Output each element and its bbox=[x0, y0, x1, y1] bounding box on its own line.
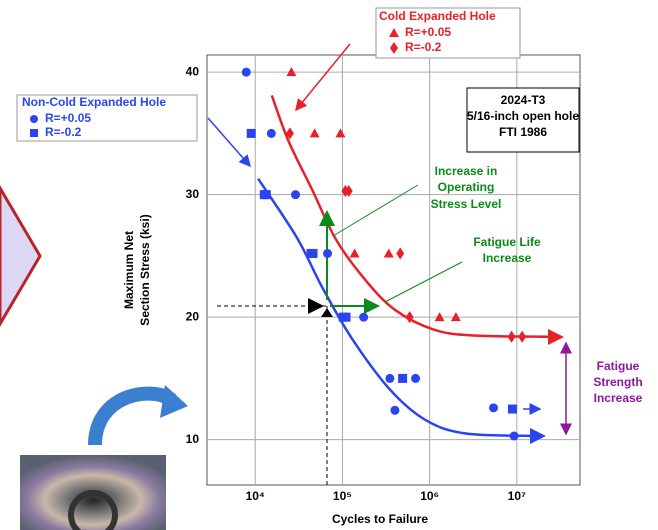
legend-blue bbox=[16, 94, 198, 142]
x-tick-label: 10⁷ bbox=[508, 489, 526, 503]
decor-shape bbox=[0, 185, 42, 327]
point bbox=[507, 404, 517, 414]
point bbox=[344, 184, 353, 197]
pointer bbox=[332, 184, 419, 237]
point bbox=[509, 431, 519, 441]
legend-entry: R=+0.05 bbox=[405, 25, 451, 39]
point bbox=[434, 312, 445, 322]
x-tick-label: 10⁴ bbox=[246, 489, 265, 503]
annotation: Increase bbox=[483, 251, 532, 265]
point bbox=[349, 248, 360, 258]
legend-symbol bbox=[30, 115, 38, 123]
x-tick-label: 10⁶ bbox=[420, 489, 439, 503]
annotation: Fatigue Life bbox=[473, 235, 541, 249]
pointer bbox=[295, 43, 351, 112]
point bbox=[488, 403, 498, 413]
pointer bbox=[384, 261, 463, 303]
point bbox=[241, 67, 251, 77]
annotation: Increase in bbox=[435, 164, 498, 178]
point bbox=[308, 248, 318, 258]
point bbox=[396, 247, 405, 260]
decor-arrow bbox=[88, 386, 176, 446]
pointer bbox=[207, 117, 251, 168]
annotation: Strength bbox=[593, 375, 642, 389]
ref-marker bbox=[321, 308, 333, 317]
annotation: Fatigue bbox=[597, 359, 640, 373]
point bbox=[385, 373, 395, 383]
hole-ring bbox=[68, 490, 118, 530]
point bbox=[309, 128, 320, 138]
y-tick-label: 10 bbox=[186, 432, 200, 446]
point bbox=[291, 190, 301, 200]
y-tick-label: 20 bbox=[186, 309, 200, 323]
y-tick-label: 30 bbox=[186, 187, 200, 201]
decor-arrow-head bbox=[160, 385, 188, 418]
legend-symbol bbox=[390, 42, 398, 54]
point bbox=[450, 312, 461, 322]
legend-entry: R=-0.2 bbox=[405, 40, 442, 54]
x-axis-label: Cycles to Failure bbox=[332, 512, 428, 526]
annotation: Operating bbox=[438, 180, 495, 194]
point bbox=[341, 312, 351, 322]
point bbox=[286, 67, 297, 77]
legend-title: Non-Cold Expanded Hole bbox=[22, 95, 166, 109]
point bbox=[390, 405, 400, 415]
point bbox=[335, 128, 346, 138]
point bbox=[383, 248, 394, 258]
y-axis-label: Section Stress (ksi) bbox=[138, 214, 152, 325]
legend-symbol bbox=[389, 28, 399, 37]
fit-curve bbox=[270, 94, 554, 339]
point bbox=[507, 330, 516, 343]
y-axis-label: Maximum Net bbox=[122, 231, 136, 309]
fit-curve bbox=[257, 178, 537, 438]
annotation: Increase bbox=[594, 391, 643, 405]
point bbox=[323, 248, 333, 258]
point bbox=[246, 128, 256, 138]
point bbox=[405, 311, 414, 324]
point bbox=[261, 190, 271, 200]
legend-symbol bbox=[30, 129, 38, 137]
point bbox=[285, 127, 294, 140]
y-tick-label: 40 bbox=[186, 64, 200, 78]
info-text: 5/16-inch open hole bbox=[467, 109, 579, 123]
point bbox=[266, 128, 276, 138]
legend-entry: R=+0.05 bbox=[45, 111, 91, 125]
info-text: FTI 1986 bbox=[499, 125, 547, 139]
legend-title: Cold Expanded Hole bbox=[379, 9, 496, 23]
info-text: 2024-T3 bbox=[501, 93, 546, 107]
x-tick-label: 10⁵ bbox=[333, 489, 352, 503]
point bbox=[518, 330, 527, 343]
point bbox=[411, 373, 421, 383]
annotation: Stress Level bbox=[431, 197, 502, 211]
point bbox=[398, 373, 408, 383]
info-box bbox=[466, 87, 580, 153]
point bbox=[359, 312, 369, 322]
legend-entry: R=-0.2 bbox=[45, 125, 82, 139]
legend-red bbox=[375, 7, 521, 59]
